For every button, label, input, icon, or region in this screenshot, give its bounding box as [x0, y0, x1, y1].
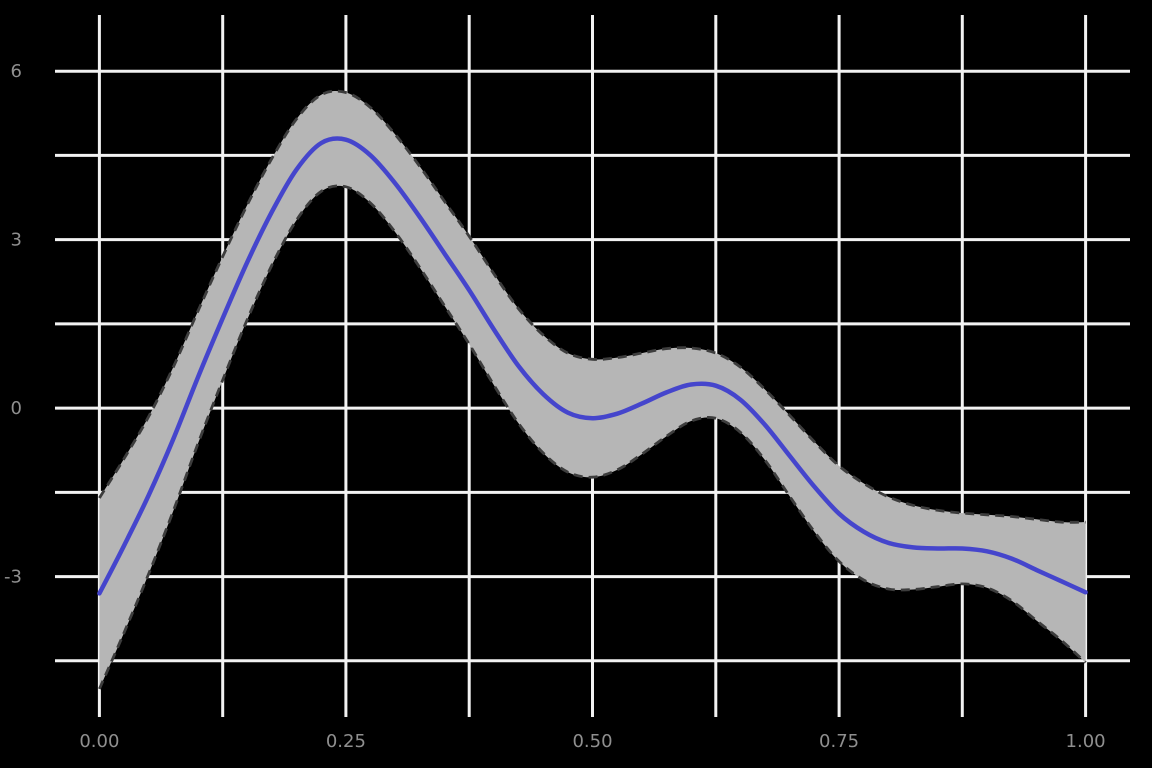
confidence-band-upper-edge: [98, 89, 1086, 524]
confidence-band-lower-edge: [98, 184, 1087, 690]
mean-line: [97, 136, 1088, 596]
y-tick-label: 3: [11, 230, 22, 251]
x-tick-label: 0.25: [326, 731, 366, 752]
confidence-band: [99, 91, 1086, 689]
x-tick-label: 0.00: [79, 731, 119, 752]
y-tick-label: 0: [11, 398, 22, 419]
x-tick-label: 0.75: [819, 731, 859, 752]
y-tick-label: -3: [4, 567, 22, 588]
x-tick-label: 1.00: [1066, 731, 1106, 752]
y-tick-label: 6: [11, 61, 22, 82]
x-tick-label: 0.50: [572, 731, 612, 752]
